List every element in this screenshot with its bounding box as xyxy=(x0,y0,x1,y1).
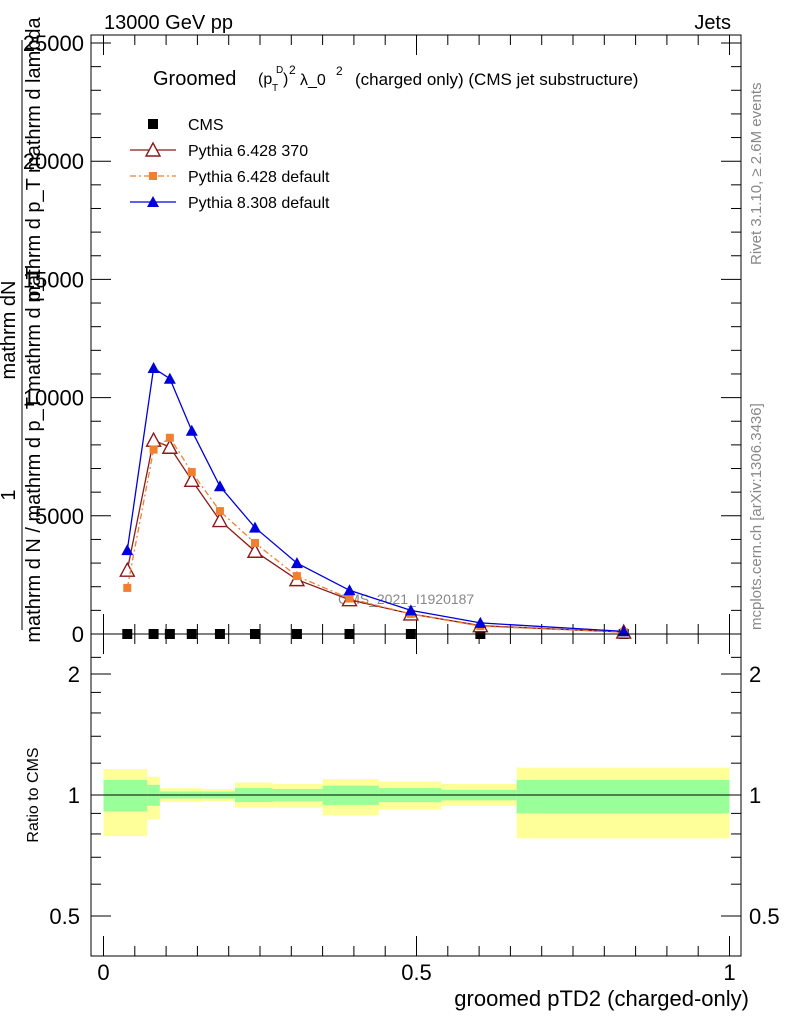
title-sub-t: T xyxy=(272,83,278,94)
ratio-bands-layer xyxy=(103,767,730,839)
data-point-1-2 xyxy=(161,438,179,454)
legend: CMS Pythia 6.428 370 Pythia 6.428 default P… xyxy=(130,117,330,212)
data-point-3-9 xyxy=(474,616,487,628)
y-tick-label: 25000 xyxy=(23,31,84,56)
data-point-2-2 xyxy=(165,433,174,442)
data-point-3-3 xyxy=(185,424,198,436)
ratio-y-axis: 0.5 0.5 1 1 2 2 xyxy=(49,656,780,929)
data-point-1-4 xyxy=(211,512,229,528)
title-sup3: 2 xyxy=(336,64,343,78)
data-point-1-1 xyxy=(145,431,162,447)
data-point-2-6 xyxy=(292,572,301,581)
title-lambda: λ_0 xyxy=(300,72,326,89)
data-point-3-4 xyxy=(213,480,226,492)
data-point-3-2 xyxy=(163,372,176,384)
ratio-y-tick-label-right: 2 xyxy=(749,662,761,687)
ratio-y-axis-label: Ratio to CMS xyxy=(25,747,42,842)
ratio-x-axis: 0 0.5 1 xyxy=(97,634,736,985)
title-pre: Groomed xyxy=(153,68,236,90)
data-point-2-7 xyxy=(345,594,354,603)
rivet-label: Rivet 3.1.10, ≥ 2.6M events xyxy=(748,83,765,266)
y-tick-label: 10000 xyxy=(23,386,84,411)
x-tick-label: 1 xyxy=(723,960,735,985)
ratio-y-tick-label: 1 xyxy=(68,783,80,808)
main-y-axis: 0 5000 10000 15000 20000 25000 xyxy=(23,31,741,647)
legend-label-0: CMS xyxy=(188,117,224,134)
y-tick-label: 15000 xyxy=(23,267,84,292)
y-label-denominator: mathrm d p_T mathrm d lambda xyxy=(23,16,45,302)
ratio-y-tick-label: 0.5 xyxy=(49,904,80,929)
chart-title: Groomed (p D T ) 2 λ_0 2 (charged only) … xyxy=(153,63,638,94)
data-point-2-5 xyxy=(250,538,259,547)
ratio-y-tick-label-right: 0.5 xyxy=(749,904,780,929)
process-label: Jets xyxy=(694,12,731,34)
analysis-watermark: CMS_2021_I1920187 xyxy=(338,591,474,607)
title-sup2: 2 xyxy=(289,63,296,77)
ratio-inner-band-10 xyxy=(516,779,730,814)
title-post: (charged only) (CMS jet substructure) xyxy=(355,70,638,89)
x-axis-label: groomed pTD2 (charged-only) xyxy=(454,986,749,1011)
data-point-1-3 xyxy=(183,471,200,488)
energy-label: 13000 GeV pp xyxy=(104,12,233,34)
title-close: ) xyxy=(283,71,288,88)
x-tick-label: 0 xyxy=(97,960,109,985)
legend-label-2: Pythia 6.428 default xyxy=(188,169,330,186)
data-point-3-5 xyxy=(248,521,261,533)
legend-marker-2 xyxy=(149,172,157,180)
y-tick-label: 5000 xyxy=(35,504,84,529)
ratio-y-tick-label-right: 1 xyxy=(749,783,761,808)
legend-marker-3 xyxy=(147,196,159,207)
title-sup-d: D xyxy=(276,65,283,76)
data-point-2-4 xyxy=(215,507,224,516)
data-point-2-3 xyxy=(187,468,196,477)
title-p: (p xyxy=(258,71,272,88)
data-point-2-1 xyxy=(149,445,158,454)
data-point-3-0 xyxy=(121,544,134,556)
y-tick-label: 20000 xyxy=(23,149,84,174)
ratio-y-tick-label: 2 xyxy=(68,662,80,687)
mcplots-label: mcplots.cern.ch [arXiv:1306.3436] xyxy=(748,403,765,630)
y-label-lower-denominator: mathrm d N / mathrm d p_T mathrm d p_T xyxy=(23,267,45,642)
data-point-3-1 xyxy=(147,362,160,374)
y-label-numerator: mathrm dN xyxy=(0,281,20,380)
legend-marker-0 xyxy=(148,119,158,129)
ratio-inner-band-0 xyxy=(103,779,148,812)
data-point-2-0 xyxy=(123,583,132,592)
data-point-3-7 xyxy=(343,584,356,596)
y-label-lower-numerator: 1 xyxy=(0,489,20,500)
data-point-3-8 xyxy=(404,604,417,616)
main-y-axis-label: mathrm dN mathrm d p_T mathrm d lambda 1… xyxy=(0,16,45,642)
legend-label-1: Pythia 6.428 370 xyxy=(188,143,308,160)
data-point-1-5 xyxy=(246,542,264,558)
data-point-3-6 xyxy=(290,557,303,569)
legend-marker-1 xyxy=(144,141,162,157)
x-tick-label: 0.5 xyxy=(401,960,432,985)
y-tick-label: 0 xyxy=(72,622,84,647)
legend-label-3: Pythia 8.308 default xyxy=(188,195,330,212)
